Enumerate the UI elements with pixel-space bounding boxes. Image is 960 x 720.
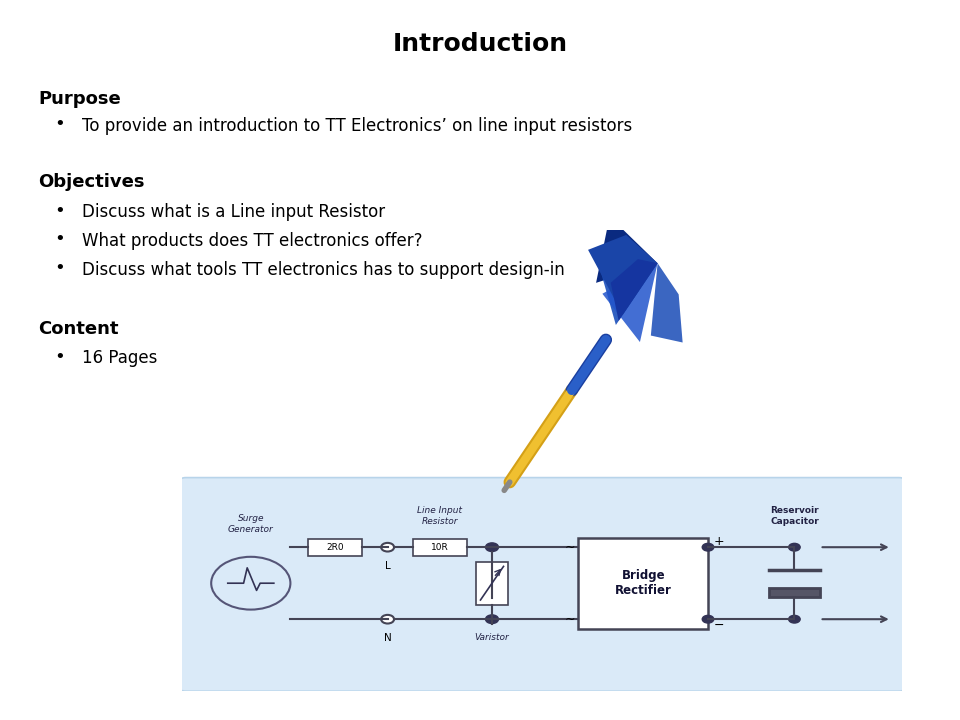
Text: •: • — [54, 348, 65, 366]
Text: −: − — [713, 618, 724, 631]
Text: •: • — [54, 115, 65, 133]
Text: Bridge
Rectifier: Bridge Rectifier — [614, 570, 672, 597]
Circle shape — [703, 544, 714, 551]
Text: +: + — [713, 535, 725, 548]
Text: Surge
Generator: Surge Generator — [228, 514, 274, 534]
Polygon shape — [651, 264, 683, 343]
Text: L: L — [385, 561, 391, 571]
Circle shape — [486, 615, 498, 624]
Text: 10R: 10R — [431, 543, 448, 552]
Text: •: • — [54, 259, 65, 277]
Bar — [308, 539, 362, 556]
Text: N: N — [384, 633, 392, 643]
Text: 2R0: 2R0 — [326, 543, 345, 552]
Text: Reservoir
Capacitor: Reservoir Capacitor — [770, 506, 819, 526]
Polygon shape — [596, 217, 658, 283]
Circle shape — [381, 615, 395, 624]
FancyBboxPatch shape — [179, 477, 906, 691]
Circle shape — [381, 543, 395, 552]
Polygon shape — [602, 264, 658, 342]
Circle shape — [486, 543, 498, 552]
Bar — [476, 562, 508, 605]
Text: What products does TT electronics offer?: What products does TT electronics offer? — [82, 232, 422, 250]
Text: To provide an introduction to TT Electronics’ on line input resistors: To provide an introduction to TT Electro… — [82, 117, 632, 135]
Bar — [578, 538, 708, 629]
Text: Content: Content — [38, 320, 119, 338]
Text: Introduction: Introduction — [393, 32, 567, 56]
Polygon shape — [588, 235, 658, 315]
Text: ~: ~ — [564, 541, 575, 554]
Circle shape — [789, 616, 800, 623]
Text: •: • — [54, 202, 65, 220]
Text: 16 Pages: 16 Pages — [82, 349, 157, 367]
Polygon shape — [611, 259, 658, 321]
Text: Purpose: Purpose — [38, 90, 121, 108]
Text: Discuss what tools TT electronics has to support design-in: Discuss what tools TT electronics has to… — [82, 261, 564, 279]
Polygon shape — [597, 261, 658, 325]
Bar — [413, 539, 467, 556]
Circle shape — [789, 544, 800, 551]
Bar — [769, 588, 820, 597]
Text: ~: ~ — [564, 613, 575, 626]
Text: Discuss what is a Line input Resistor: Discuss what is a Line input Resistor — [82, 203, 385, 221]
Text: Varistor: Varistor — [474, 633, 510, 642]
Text: •: • — [54, 230, 65, 248]
Text: Objectives: Objectives — [38, 173, 145, 191]
Text: Line Input
Resistor: Line Input Resistor — [418, 506, 463, 526]
Circle shape — [703, 616, 714, 623]
